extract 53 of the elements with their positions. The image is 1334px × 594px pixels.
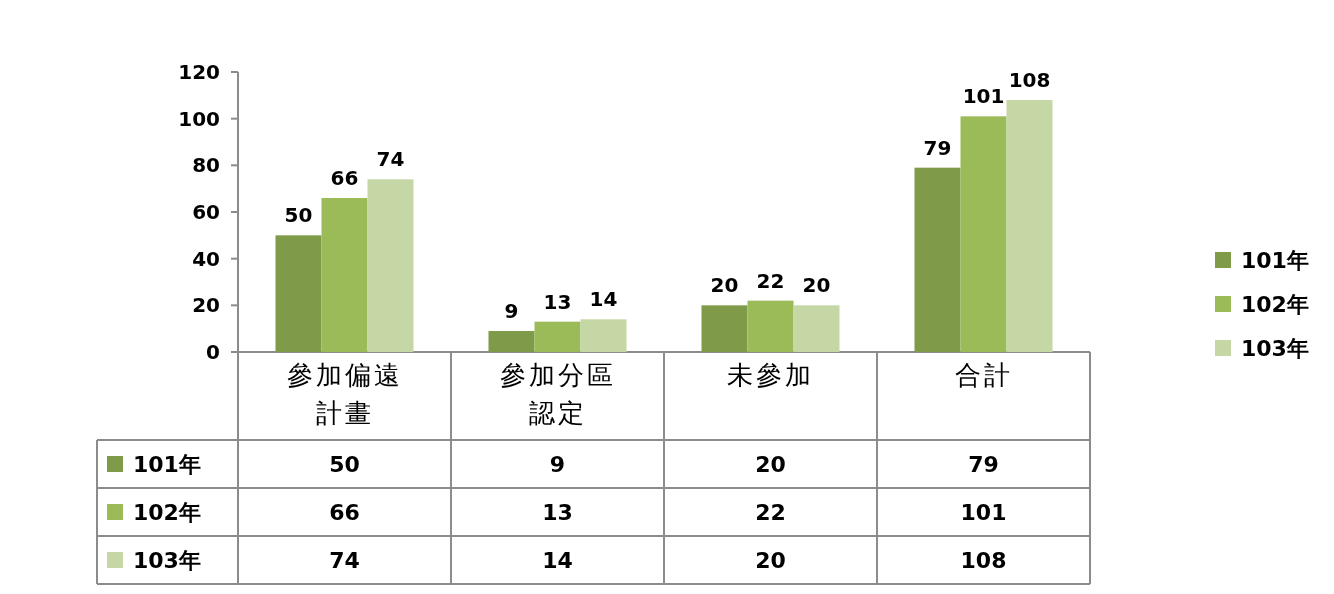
data-label: 101 xyxy=(960,499,1007,525)
x-tick-label: 參加偏遠計畫 xyxy=(286,360,403,428)
y-tick-label: 100 xyxy=(178,106,220,131)
text: 79 xyxy=(923,135,952,160)
text: 50 xyxy=(284,203,313,228)
text: 103年 xyxy=(133,547,201,573)
text: 22 xyxy=(756,268,785,293)
legend-label: 103年 xyxy=(1241,335,1309,361)
data-label: 74 xyxy=(329,547,360,573)
bar xyxy=(960,116,1007,352)
data-label: 20 xyxy=(755,451,786,477)
bar xyxy=(367,179,414,352)
text: 101年 xyxy=(1241,247,1309,273)
bar xyxy=(701,305,748,352)
bar xyxy=(580,319,627,352)
legend-label: 101年 xyxy=(133,451,201,477)
bar xyxy=(321,198,368,352)
y-tick-label: 40 xyxy=(192,246,220,271)
data-label: 13 xyxy=(542,499,573,525)
data-label: 50 xyxy=(329,451,360,477)
x-tick-label: 未參加 xyxy=(727,360,814,390)
text: 20 xyxy=(710,273,739,298)
bar xyxy=(488,331,535,352)
bar xyxy=(914,167,961,352)
text: 20 xyxy=(802,273,831,298)
x-tick-label: 參加分區認定 xyxy=(499,360,616,428)
bar xyxy=(793,305,840,352)
data-label: 108 xyxy=(960,547,1007,573)
text: 14 xyxy=(589,287,618,312)
y-tick-label: 120 xyxy=(178,60,220,84)
y-tick-label: 80 xyxy=(192,153,220,178)
bar xyxy=(275,235,322,352)
y-tick-label: 60 xyxy=(192,200,220,224)
text: 101 xyxy=(962,84,1005,109)
legend-label: 102年 xyxy=(133,499,201,525)
text: 74 xyxy=(376,147,405,172)
data-label: 14 xyxy=(542,547,573,573)
bar xyxy=(1006,100,1053,352)
data-label: 66 xyxy=(329,499,360,525)
x-tick-label: 合計 xyxy=(954,360,1013,390)
data-label: 79 xyxy=(968,451,999,477)
text: 9 xyxy=(504,299,519,323)
bar xyxy=(747,300,794,352)
text: 13 xyxy=(543,289,572,314)
y-tick-label: 0 xyxy=(206,340,220,364)
y-tick-label: 20 xyxy=(192,293,220,318)
text: 102年 xyxy=(1241,291,1309,317)
data-label: 22 xyxy=(755,499,786,525)
data-label: 9 xyxy=(549,451,566,477)
text: 108 xyxy=(1008,68,1051,92)
text: 66 xyxy=(330,166,359,190)
bar xyxy=(534,321,581,352)
data-label: 20 xyxy=(755,547,786,573)
